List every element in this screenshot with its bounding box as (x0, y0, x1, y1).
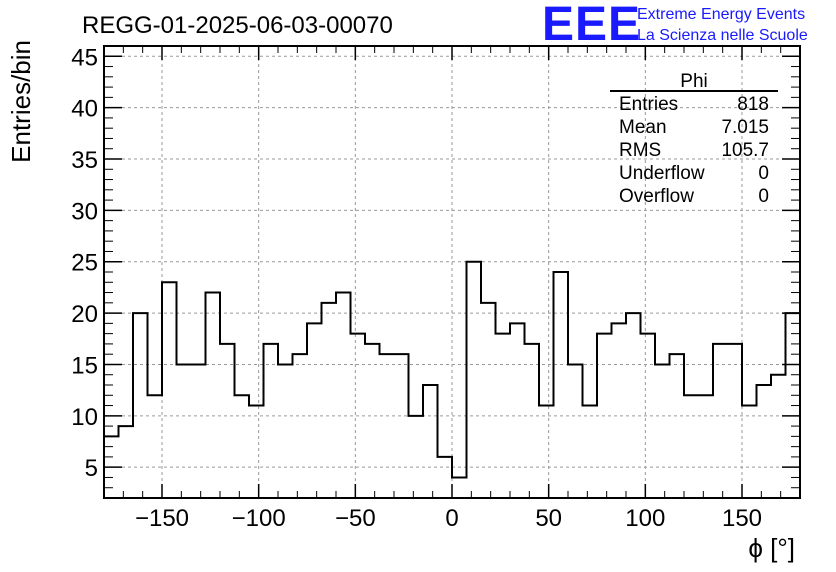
eee-logo-mark: EEE (542, 0, 641, 51)
plot-area: −150 −100 −50 0 50 100 150 5 10 15 20 25 30 35 40 45 (71, 44, 801, 532)
stats-label-underflow: Underflow (619, 163, 705, 184)
chart-title: REGG-01-2025-06-03-00070 (82, 12, 393, 39)
grid-lines (104, 46, 800, 498)
stats-value-mean: 7.015 (721, 117, 769, 138)
stats-label-mean: Mean (619, 117, 667, 138)
x-tick-label: 50 (535, 505, 562, 532)
eee-logo: EEE Extreme Energy Events La Scienza nel… (542, 0, 808, 51)
y-tick-label: 5 (85, 455, 98, 482)
x-axis-label: ϕ [°] (748, 533, 795, 563)
x-tick-label: −100 (232, 505, 286, 532)
stats-name: Phi (680, 71, 707, 92)
x-tick-label: 150 (722, 505, 762, 532)
y-tick-label: 35 (71, 147, 98, 174)
stats-value-overflow: 0 (758, 186, 769, 207)
y-axis-label: Entries/bin (6, 40, 36, 163)
y-tick-labels: 5 10 15 20 25 30 35 40 45 (71, 44, 98, 482)
y-tick-label: 30 (71, 198, 98, 225)
stats-label-overflow: Overflow (619, 186, 694, 207)
y-tick-label: 15 (71, 352, 98, 379)
y-tick-label: 20 (71, 301, 98, 328)
y-tick-label: 25 (71, 250, 98, 277)
y-tick-label: 40 (71, 96, 98, 123)
x-tick-label: −50 (335, 505, 376, 532)
stats-label-entries: Entries (619, 94, 678, 115)
axis-ticks (104, 45, 800, 499)
x-tick-labels: −150 −100 −50 0 50 100 150 (135, 505, 762, 532)
x-tick-label: 0 (445, 505, 458, 532)
stats-box: Phi Entries 818 Mean 7.015 RMS 105.7 Und… (610, 71, 778, 207)
stats-label-rms: RMS (619, 140, 661, 161)
y-tick-label: 10 (71, 404, 98, 431)
x-tick-label: −150 (135, 505, 189, 532)
logo-line-2: La Scienza nelle Scuole (637, 27, 808, 44)
stats-value-entries: 818 (737, 94, 769, 115)
y-tick-label: 45 (71, 44, 98, 71)
logo-line-1: Extreme Energy Events (637, 6, 805, 23)
stats-value-rms: 105.7 (721, 140, 769, 161)
stats-value-underflow: 0 (758, 163, 769, 184)
histogram-line (104, 260, 801, 479)
x-tick-label: 100 (625, 505, 665, 532)
